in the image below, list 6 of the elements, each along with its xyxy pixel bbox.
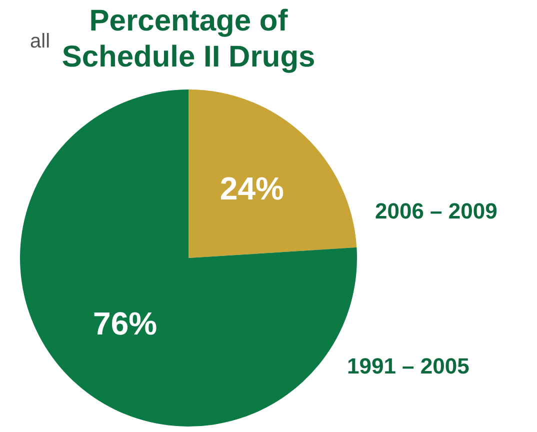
slice-label: 2006 – 2009 <box>375 198 498 224</box>
data-label: 24% <box>220 170 284 206</box>
data-label: 76% <box>93 305 158 342</box>
chart-title: Percentage of Schedule II Drugs <box>62 4 316 74</box>
text: all <box>30 30 50 53</box>
slice-label: 1991 – 2005 <box>347 354 470 379</box>
